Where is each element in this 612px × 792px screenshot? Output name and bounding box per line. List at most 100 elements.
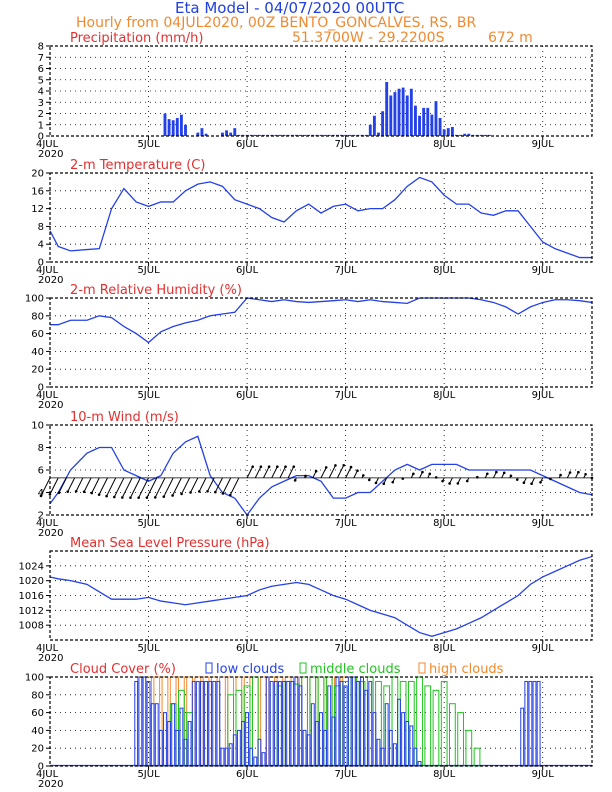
middle-cloud-bar [449,703,456,767]
low-cloud-bar [265,676,270,767]
high-cloud-bar [136,676,144,767]
middle-cloud-bar [301,676,308,767]
middle-cloud-bar [292,683,300,767]
legend-label-2: middle clouds [310,662,401,677]
wind-arrow-head [206,490,209,493]
low-cloud-bar [384,703,389,767]
precip-bar [179,114,183,136]
high-cloud-bar [292,676,300,767]
low-cloud-bar [228,743,233,767]
precip-bar [225,130,228,136]
wind-arrow-head [284,465,287,468]
wind-arrow [246,466,254,479]
precip-bar [430,114,434,136]
y-tick-label: 1008 [19,621,44,632]
panel-frame [49,550,593,641]
middle-cloud-bar [473,747,481,767]
precip-bar [282,134,286,136]
precip-bar [434,101,438,136]
low-cloud-bar [319,712,323,767]
wind-arrow-head [189,491,192,494]
y-tick-label: 4 [38,87,44,98]
panel-frame [49,172,593,263]
precip-bar [163,113,167,136]
wind-arrow-head [361,474,365,477]
series-line [49,555,593,637]
wind-arrow-head [367,478,371,482]
low-cloud-bar [232,734,237,767]
wind-arrow-head [356,469,359,472]
wind-arrow-head [509,474,513,478]
x-tick-label: 7JUL [335,139,358,150]
middle-cloud-bar [276,685,284,767]
y-tick-label: 100 [25,673,44,684]
high-cloud-bar [309,676,317,767]
y-tick-label: 5 [38,75,44,86]
low-cloud-bar [134,680,139,767]
precip-bar [257,134,261,136]
low-cloud-bar [528,680,533,767]
x-tick-label: 9JUL [532,139,555,150]
y-tick-label: 1 [38,120,44,131]
precip-bar [397,88,401,136]
precip-bar [303,134,307,136]
precip-bar [344,134,348,136]
precip-bar [381,111,385,136]
wind-arrow-head [137,496,140,499]
high-cloud-bar [301,676,308,767]
wind-arrow [40,477,51,497]
high-cloud-bar [284,676,292,767]
high-cloud-bar [161,676,169,767]
wind-arrow [58,477,67,494]
y-tick-label: 10 [31,421,44,432]
wind-arrow-head [292,465,296,468]
wind-arrow-head [568,471,572,474]
wind-arrow-head [251,465,254,468]
wind-arrow-head [82,490,86,494]
wind-arrow [106,477,117,497]
middle-cloud-bar [169,703,177,767]
wind-arrow-head [441,479,444,483]
x-tick-label: 9JUL [532,518,555,529]
wind-arrow [207,477,215,492]
x-tick-label: 7JUL [335,518,358,529]
wind-arrow-head [180,492,183,496]
low-cloud-bar [253,756,258,767]
wind-arrow-head [495,470,498,474]
y-tick-label: 20 [31,169,44,180]
low-cloud-bar [356,680,360,767]
x-tick-label: 9JUL [532,265,555,276]
x-tick-label: 5JUL [137,643,160,654]
wind-arrow-head [90,491,93,495]
wind-arrow-head [259,465,263,468]
wind-arrow-head [334,464,337,467]
precip-bar [196,132,200,136]
low-cloud-bar [183,738,188,767]
wind-arrow-head [304,474,307,478]
low-cloud-bar [187,721,192,767]
precip-bar [450,127,454,136]
middle-cloud-bar [432,689,440,767]
wind-arrow-head [539,480,542,484]
y-tick-label: 8 [38,42,44,53]
precip-bar [171,120,175,136]
middle-cloud-bar [284,680,292,767]
low-cloud-bar [199,680,204,767]
wind-arrow [146,477,158,498]
y-tick-label: 0 [38,383,44,394]
low-cloud-bar [335,676,340,767]
middle-cloud-bar [358,680,366,767]
low-cloud-bar [191,680,196,767]
wind-arrow-head [324,466,328,469]
panel-frame [49,45,593,137]
precip-bar [204,133,208,136]
station-coords: 51.3700W - 29.2200S [292,30,445,46]
low-cloud-bar [310,703,315,767]
low-cloud-bar [290,680,295,767]
x-tick-label: 5JUL [137,518,160,529]
low-cloud-bar [401,712,406,767]
wind-arrow-head [314,469,318,473]
middle-cloud-bar [325,676,333,767]
middle-cloud-bar [309,676,317,767]
low-cloud-bar [175,729,180,767]
